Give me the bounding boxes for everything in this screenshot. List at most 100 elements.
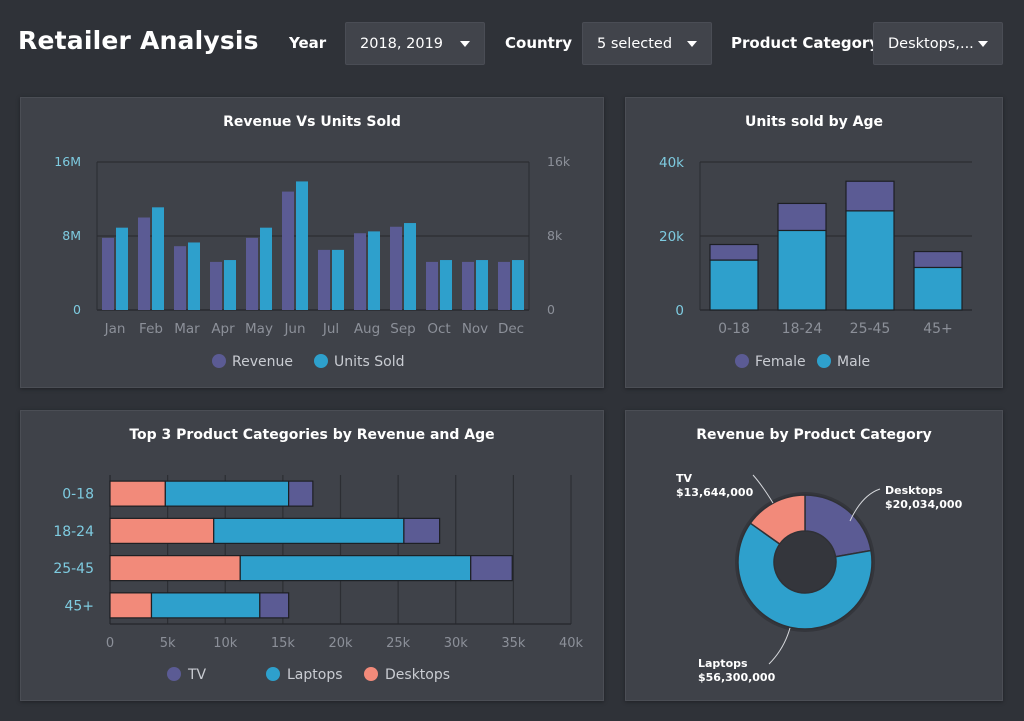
bar-units-mar bbox=[188, 242, 200, 310]
bar-desktops-0-18 bbox=[109, 480, 166, 507]
y-tick-label-45: 45+ bbox=[64, 598, 94, 614]
x-tick-label-aug: Aug bbox=[354, 321, 380, 337]
x-tick-label-25-45: 25-45 bbox=[850, 321, 891, 337]
chevron-down-icon bbox=[978, 41, 988, 47]
revenue-by-category-panel: Revenue by Product Category TV $13,644,00… bbox=[625, 410, 1003, 701]
x-tick-label-feb: Feb bbox=[139, 321, 163, 337]
bar-desktops-25-45 bbox=[109, 555, 241, 582]
top-categories-chart: 0 5k 10k 15k 20k 25k 30k 35k 40k 0-18 18-24 25-45 45… bbox=[53, 475, 584, 683]
leader-line-desktops bbox=[849, 488, 881, 522]
legend-marker-laptops bbox=[266, 667, 280, 681]
right-axis-tick-label: 8k bbox=[547, 228, 563, 243]
country-filter-label: Country bbox=[505, 34, 573, 52]
bar-revenue-feb bbox=[138, 217, 150, 310]
legend-marker-revenue bbox=[212, 354, 226, 368]
x-tick-label-jun: Jun bbox=[283, 321, 305, 337]
bar-units-jul bbox=[332, 249, 344, 310]
y-axis-tick-label: 0 bbox=[675, 303, 684, 319]
bar-units-may bbox=[260, 227, 272, 310]
bar-desktops-18-24 bbox=[109, 517, 215, 544]
bar-revenue-mar bbox=[174, 246, 186, 310]
legend-marker-male bbox=[817, 354, 831, 368]
y-tick-label-0-18: 0-18 bbox=[62, 487, 94, 503]
bar-laptops-25-45 bbox=[239, 555, 472, 582]
x-tick-label-may: May bbox=[245, 321, 273, 337]
bar-units-jun bbox=[296, 181, 308, 310]
bar-laptops-45 bbox=[150, 592, 261, 619]
x-axis-tick-label: 25k bbox=[386, 636, 411, 651]
right-axis-tick-label: 16k bbox=[547, 154, 571, 169]
bar-revenue-may bbox=[246, 237, 258, 310]
bar-female-25-45 bbox=[845, 180, 895, 212]
bar-revenue-jul bbox=[318, 249, 330, 310]
x-axis-tick-label: 35k bbox=[501, 636, 526, 651]
left-axis-tick-label: 0 bbox=[73, 302, 81, 317]
donut-slice-laptops bbox=[737, 522, 873, 630]
bar-laptops-18-24 bbox=[213, 517, 405, 544]
bar-female-18-24 bbox=[777, 202, 827, 232]
left-axis-tick-label: 16M bbox=[54, 154, 81, 169]
bar-revenue-sep bbox=[390, 226, 402, 310]
legend-marker-tv bbox=[167, 667, 181, 681]
y-tick-label-18-24: 18-24 bbox=[53, 524, 94, 540]
bar-revenue-apr bbox=[210, 261, 222, 310]
bar-revenue-nov bbox=[462, 261, 474, 310]
revenue-by-category-title: Revenue by Product Category bbox=[696, 427, 932, 443]
year-dropdown-value: 2018, 2019 bbox=[360, 35, 444, 52]
right-axis-tick-label: 0 bbox=[547, 302, 555, 317]
bar-male-25-45 bbox=[845, 210, 895, 311]
revenue-units-panel: Revenue Vs Units Sold 0 8M 16M 0 8k 16k Jan Feb… bbox=[20, 97, 604, 388]
country-dropdown[interactable]: 5 selected bbox=[582, 22, 712, 65]
leader-line-laptops bbox=[768, 627, 791, 665]
bar-units-oct bbox=[440, 260, 452, 310]
bar-laptops-0-18 bbox=[164, 480, 290, 507]
x-tick-label-sep: Sep bbox=[390, 321, 415, 337]
bar-units-apr bbox=[224, 260, 236, 310]
bar-tv-45 bbox=[259, 592, 290, 619]
x-axis-tick-label: 30k bbox=[444, 636, 469, 651]
legend-label-revenue: Revenue bbox=[232, 354, 293, 370]
x-tick-label-mar: Mar bbox=[174, 321, 200, 337]
x-tick-label-jul: Jul bbox=[322, 321, 339, 337]
bar-revenue-jun bbox=[282, 191, 294, 310]
units-by-age-title: Units sold by Age bbox=[744, 114, 884, 130]
x-tick-label-jan: Jan bbox=[104, 321, 126, 337]
bar-units-nov bbox=[476, 260, 488, 310]
x-axis-tick-label: 10k bbox=[213, 636, 238, 651]
bar-tv-25-45 bbox=[470, 555, 513, 582]
top-categories-panel: Top 3 Product Categories by Revenue and … bbox=[20, 410, 604, 701]
product-category-dropdown[interactable]: Desktops,... bbox=[873, 22, 1003, 65]
bar-male-0-18 bbox=[709, 259, 759, 311]
slice-name-tv: TV bbox=[676, 472, 693, 485]
legend-label-female: Female bbox=[755, 354, 806, 370]
bar-male-18-24 bbox=[777, 229, 827, 311]
bar-female-0-18 bbox=[709, 243, 759, 261]
bar-female-45 bbox=[913, 250, 963, 269]
x-tick-label-45: 45+ bbox=[923, 321, 953, 337]
bar-units-aug bbox=[368, 231, 380, 310]
x-axis-tick-label: 5k bbox=[160, 636, 176, 651]
left-axis-tick-label: 8M bbox=[62, 228, 81, 243]
slice-value-tv: $13,644,000 bbox=[676, 486, 754, 499]
x-tick-label-apr: Apr bbox=[211, 321, 235, 337]
bar-tv-18-24 bbox=[403, 517, 441, 544]
legend-marker-female bbox=[735, 354, 749, 368]
x-tick-label-0-18: 0-18 bbox=[718, 321, 750, 337]
bar-male-45 bbox=[913, 266, 963, 311]
y-axis-tick-label: 40k bbox=[659, 155, 684, 171]
bar-revenue-aug bbox=[354, 233, 366, 310]
chevron-down-icon bbox=[460, 41, 470, 47]
legend-marker-desktops bbox=[364, 667, 378, 681]
y-axis-tick-label: 20k bbox=[659, 229, 684, 245]
y-tick-label-25-45: 25-45 bbox=[53, 561, 94, 577]
revenue-units-title: Revenue Vs Units Sold bbox=[223, 114, 401, 130]
legend-marker-units-sold bbox=[314, 354, 328, 368]
bar-tv-0-18 bbox=[288, 480, 314, 507]
legend-label-male: Male bbox=[837, 354, 870, 370]
revenue-by-category-chart: TV$13,644,000 Desktops$20,034,000 Laptops$… bbox=[676, 472, 963, 684]
bar-revenue-dec bbox=[498, 261, 510, 310]
bar-revenue-oct bbox=[426, 261, 438, 310]
revenue-units-chart: 0 8M 16M 0 8k 16k Jan Feb Mar Apr May Jun Jul Aug Sep O… bbox=[54, 154, 571, 370]
year-dropdown[interactable]: 2018, 2019 bbox=[345, 22, 485, 65]
x-tick-label-dec: Dec bbox=[498, 321, 524, 337]
